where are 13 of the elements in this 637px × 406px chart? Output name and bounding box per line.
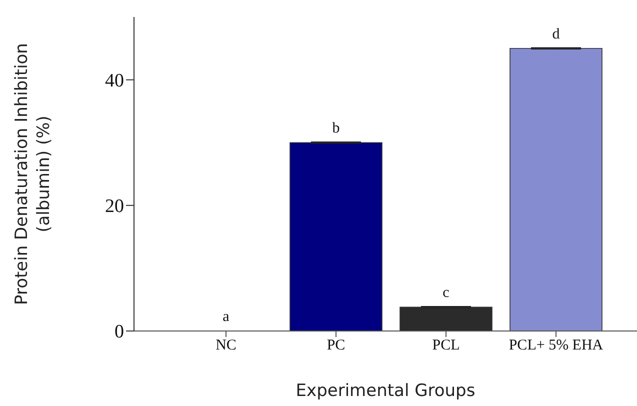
x-tick-label: PC — [326, 338, 346, 354]
x-tick-label: PCL — [432, 338, 460, 354]
annotation: a — [222, 309, 230, 325]
y-tick-label: 40 — [105, 70, 124, 92]
x-axis-title: Experimental Groups — [296, 381, 476, 401]
annotation: b — [332, 120, 340, 137]
y-tick-label: 20 — [105, 196, 124, 218]
annotation: d — [552, 26, 560, 42]
x-tick-label: PCL+ 5% EHA — [508, 338, 604, 354]
y-axis-title: Protein Denaturation Inhibition (albumin) (%) — [12, 43, 54, 305]
annotation: c — [442, 285, 450, 302]
x-tick-label: NC — [216, 338, 236, 354]
y-tick-label: 0 — [114, 322, 124, 343]
